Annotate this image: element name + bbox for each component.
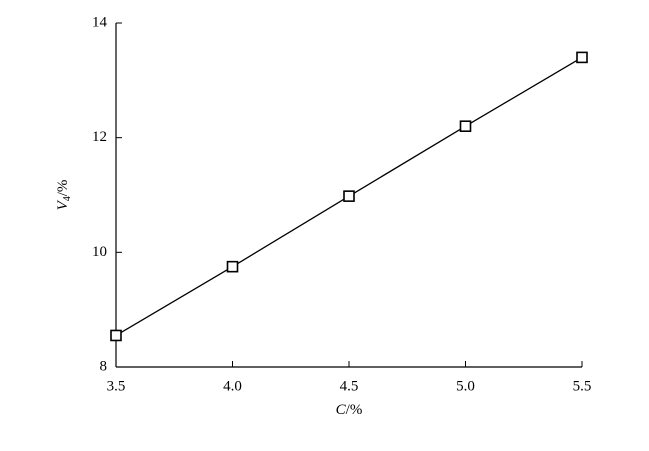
x-tick-label: 3.5 — [107, 378, 126, 394]
marker — [459, 120, 472, 132]
marker — [576, 51, 588, 64]
marker — [110, 329, 122, 342]
x-tick-label: 4.5 — [340, 378, 359, 394]
y-axis-label: V4/% — [55, 180, 73, 211]
x-label-symbol: C — [336, 402, 347, 418]
marker — [226, 260, 239, 273]
x-tick-label: 4.0 — [223, 378, 242, 394]
y-tick-label: 10 — [92, 244, 107, 260]
y-label-symbol: V — [55, 199, 71, 210]
y-label-unit: /% — [55, 180, 71, 197]
y-label-subscript: 4 — [62, 196, 73, 201]
y-tick-label: 8 — [100, 358, 108, 374]
marker — [343, 190, 355, 202]
x-axis-label: C/% — [336, 402, 363, 418]
y-tick-label: 12 — [92, 129, 107, 145]
x-tick-label: 5.0 — [456, 378, 475, 394]
y-tick-label: 14 — [92, 14, 108, 30]
x-tick-label: 5.5 — [573, 378, 592, 394]
x-label-unit: /% — [346, 402, 363, 418]
